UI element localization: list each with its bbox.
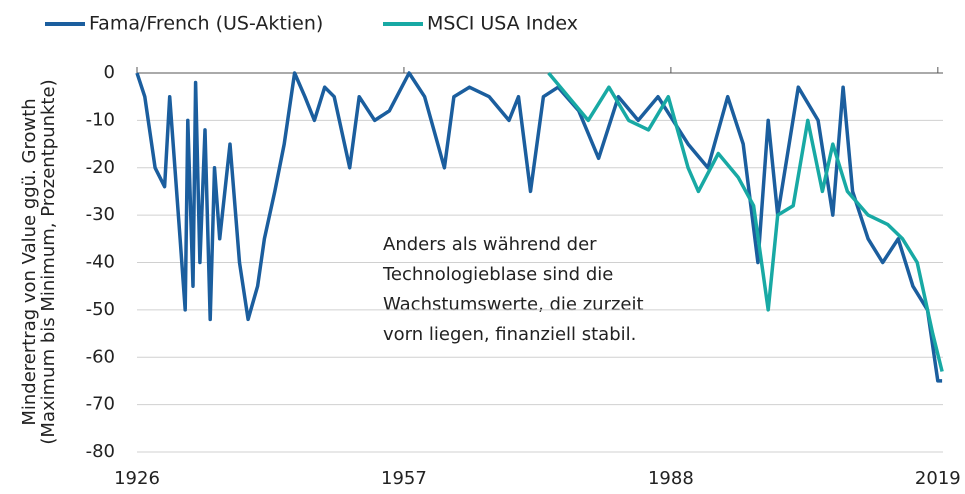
annotation: Anders als während der Technologieblase …	[382, 234, 644, 345]
x-tick-label: 1926	[114, 468, 160, 489]
x-tick-label: 1988	[648, 468, 694, 489]
y-tick-label: -10	[86, 109, 115, 130]
x-tick-label: 2019	[915, 468, 961, 489]
y-tick-label: -40	[86, 252, 115, 273]
y-tick-label: 0	[104, 62, 115, 83]
series-line	[547, 71, 944, 372]
y-tick-label: -20	[86, 157, 115, 178]
y-tick-label: -70	[86, 394, 115, 415]
y-tick-label: -60	[86, 346, 115, 367]
y-axis-label: Minderertrag von Value ggü. Growth (Maxi…	[19, 79, 59, 444]
x-tick-label: 1957	[381, 468, 427, 489]
y-tick-label: -30	[86, 204, 115, 225]
series-line	[135, 71, 943, 383]
y-axis-label-line: Minderertrag von Value ggü. Growth	[19, 98, 40, 425]
legend-label: Fama/French (US-Aktien)	[89, 13, 323, 35]
y-tick-label: -50	[86, 299, 115, 320]
y-tick-label: -80	[86, 441, 115, 462]
annotation-line: Technologieblase sind die	[382, 264, 613, 285]
legend-label: MSCI USA Index	[427, 13, 578, 35]
annotation-line: Wachstumswerte, die zurzeit	[383, 294, 644, 315]
annotation-line: vorn liegen, finanziell stabil.	[383, 324, 636, 345]
annotation-line: Anders als während der	[383, 234, 597, 255]
y-axis-label-line: (Maximum bis Minimum, Prozentpunkte)	[38, 79, 59, 444]
